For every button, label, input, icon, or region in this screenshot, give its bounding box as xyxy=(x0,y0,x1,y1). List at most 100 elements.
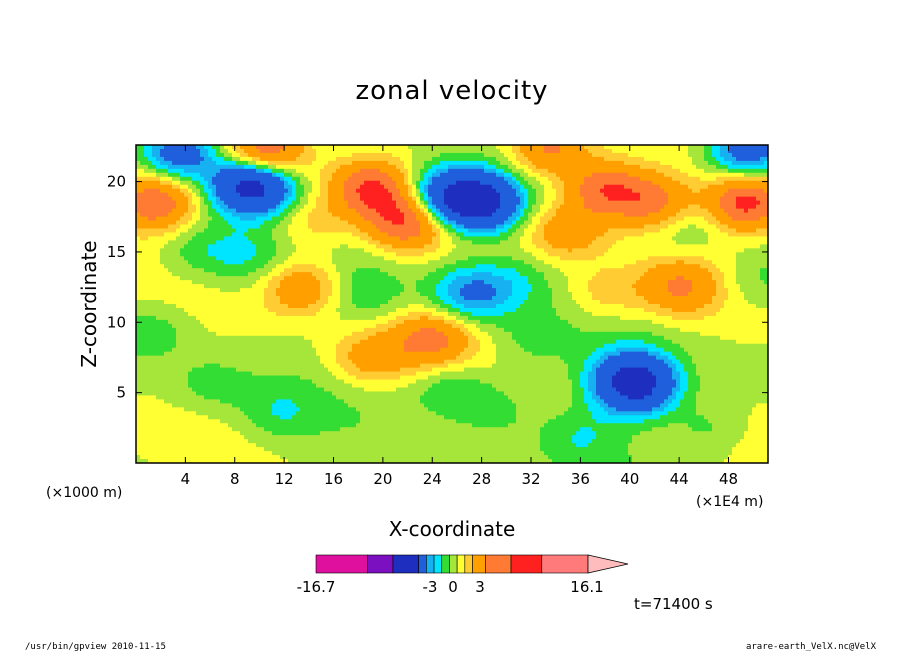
field-cell xyxy=(676,232,681,238)
field-cell xyxy=(580,248,585,253)
field-cell xyxy=(672,152,677,158)
field-cell xyxy=(172,216,177,222)
field-cell xyxy=(156,236,161,242)
field-cell xyxy=(348,208,353,214)
field-cell xyxy=(704,172,709,178)
field-cell xyxy=(504,256,509,261)
field-cell xyxy=(440,256,445,261)
field-cell xyxy=(756,188,761,194)
field-cell xyxy=(432,220,437,226)
field-cell xyxy=(188,260,193,265)
field-cell xyxy=(460,168,465,174)
field-cell xyxy=(752,236,757,242)
field-cell xyxy=(168,224,173,230)
field-cell xyxy=(552,228,557,234)
field-cell xyxy=(716,252,721,257)
field-cell xyxy=(516,180,521,186)
field-cell xyxy=(380,220,385,226)
field-cell xyxy=(680,236,685,242)
field-cell xyxy=(672,160,677,166)
field-cell xyxy=(440,152,445,158)
field-cell xyxy=(140,268,145,273)
field-cell xyxy=(704,264,709,269)
field-cell xyxy=(748,168,753,174)
field-cell xyxy=(724,148,729,154)
field-cell xyxy=(152,224,157,230)
field-cell xyxy=(248,216,253,222)
field-cell xyxy=(528,252,533,257)
field-cell xyxy=(224,224,229,230)
field-cell xyxy=(240,252,245,257)
field-cell xyxy=(728,160,733,166)
field-cell xyxy=(320,232,325,238)
field-cell xyxy=(580,256,585,261)
field-cell xyxy=(292,152,297,158)
field-cell xyxy=(752,256,757,261)
field-cell xyxy=(304,145,309,150)
field-cell xyxy=(664,156,669,162)
field-cell xyxy=(336,268,341,273)
field-cell xyxy=(256,212,261,218)
field-cell xyxy=(516,236,521,242)
field-cell xyxy=(620,152,625,158)
field-cell xyxy=(468,256,473,261)
field-cell xyxy=(724,145,729,150)
field-cell xyxy=(716,180,721,186)
field-cell xyxy=(592,156,597,162)
field-cell xyxy=(684,160,689,166)
field-cell xyxy=(736,148,741,154)
field-cell xyxy=(392,264,397,269)
field-cell xyxy=(256,220,261,226)
field-cell xyxy=(184,184,189,190)
field-cell xyxy=(600,156,605,162)
field-cell xyxy=(716,188,721,194)
field-cell xyxy=(456,188,461,194)
field-cell xyxy=(468,220,473,226)
field-cell xyxy=(468,172,473,178)
field-cell xyxy=(276,188,281,194)
field-cell xyxy=(356,188,361,194)
field-cell xyxy=(452,244,457,249)
field-cell xyxy=(552,160,557,166)
field-cell xyxy=(308,152,313,158)
field-cell xyxy=(244,184,249,190)
field-cell xyxy=(636,192,641,198)
field-cell xyxy=(392,216,397,222)
field-cell xyxy=(220,208,225,214)
field-cell xyxy=(360,160,365,166)
field-cell xyxy=(604,164,609,170)
field-cell xyxy=(248,192,253,198)
field-cell xyxy=(696,180,701,186)
field-cell xyxy=(564,236,569,242)
field-cell xyxy=(512,164,517,170)
field-cell xyxy=(440,240,445,245)
field-cell xyxy=(336,216,341,222)
field-cell xyxy=(472,216,477,222)
field-cell xyxy=(216,184,221,190)
field-cell xyxy=(536,180,541,186)
field-cell xyxy=(148,145,153,150)
field-cell xyxy=(636,240,641,245)
field-cell xyxy=(140,252,145,257)
field-cell xyxy=(256,145,261,150)
field-cell xyxy=(428,208,433,214)
field-cell xyxy=(400,204,405,210)
field-cell xyxy=(144,160,149,166)
field-cell xyxy=(724,232,729,238)
field-cell xyxy=(584,224,589,230)
field-cell xyxy=(756,204,761,210)
field-cell xyxy=(156,164,161,170)
field-cell xyxy=(648,228,653,234)
field-cell xyxy=(300,200,305,206)
field-cell xyxy=(260,268,265,273)
field-cell xyxy=(228,164,233,170)
field-cell xyxy=(540,160,545,166)
field-cell xyxy=(628,200,633,206)
field-cell xyxy=(700,224,705,230)
field-cell xyxy=(160,184,165,190)
field-cell xyxy=(616,168,621,174)
field-cell xyxy=(280,176,285,182)
field-cell xyxy=(588,244,593,249)
field-cell xyxy=(428,244,433,249)
field-cell xyxy=(180,264,185,269)
